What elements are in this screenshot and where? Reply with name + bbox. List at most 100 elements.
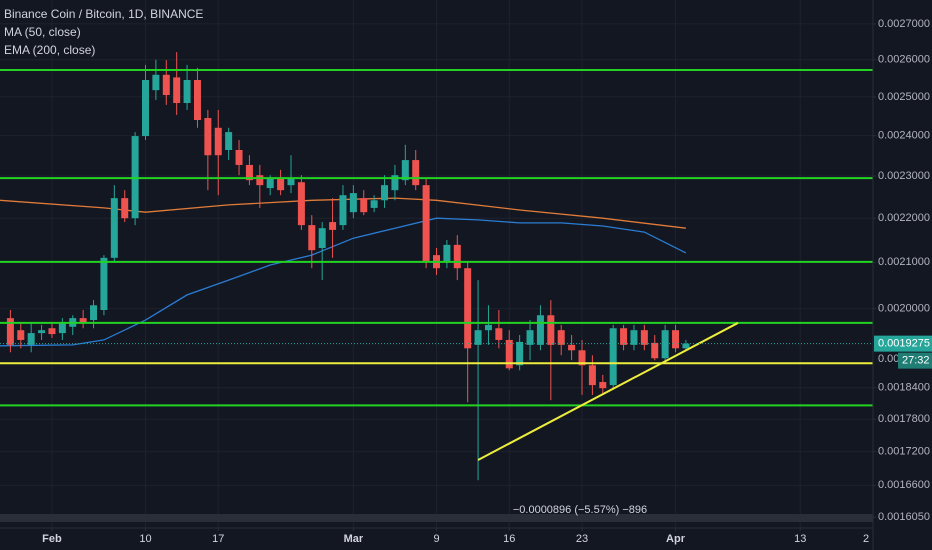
candle-body xyxy=(443,244,451,262)
price-axis xyxy=(873,0,932,550)
candle-body xyxy=(370,200,378,208)
y-tick-label: 0.0020000 xyxy=(878,303,930,315)
y-tick-label: 0.0027000 xyxy=(878,18,930,30)
candle-body xyxy=(412,160,420,186)
candle-body xyxy=(204,118,212,156)
x-tick-label: 17 xyxy=(212,533,224,545)
last-price-label: 0.0019275 xyxy=(878,338,930,350)
candle-body xyxy=(308,225,316,251)
candle-body xyxy=(682,343,690,349)
candle-body xyxy=(547,315,555,345)
legend-entry: MA (50, close) xyxy=(4,25,81,39)
y-tick-label: 0.0022000 xyxy=(878,212,930,224)
candle-body xyxy=(381,185,389,201)
candle-body xyxy=(516,341,524,366)
candle-body xyxy=(422,185,430,262)
candle-body xyxy=(401,160,409,181)
candle-body xyxy=(505,339,513,369)
trendline xyxy=(477,322,739,461)
candle-body xyxy=(568,344,576,351)
candle-body xyxy=(17,330,25,340)
y-tick-label: 0.0018400 xyxy=(878,382,930,394)
candle-body xyxy=(599,382,607,389)
candle-body xyxy=(349,193,357,213)
candle-body xyxy=(474,330,482,345)
candle-body xyxy=(661,330,669,359)
candle-body xyxy=(453,244,461,269)
candle-body xyxy=(297,182,305,226)
candle-body xyxy=(58,321,66,334)
candle-body xyxy=(235,149,243,165)
x-axis-area xyxy=(0,528,932,550)
candle-body xyxy=(526,330,534,345)
x-tick-label: 9 xyxy=(433,533,439,545)
axes: 0.0027000 0.0026000 0.0025000 0.0024000 0.00… xyxy=(42,18,932,545)
scroll-band xyxy=(0,514,873,522)
candle-body xyxy=(90,305,98,321)
candle-body xyxy=(48,328,56,335)
x-tick-label: Apr xyxy=(666,533,686,545)
level-label: 0.00 xyxy=(878,353,899,365)
candle-body xyxy=(609,328,617,386)
y-tick-label: 0.0017800 xyxy=(878,413,930,425)
candle-body xyxy=(6,318,14,345)
y-tick-label: 0.0021000 xyxy=(878,256,930,268)
candle-body xyxy=(100,257,108,311)
legend-entry: EMA (200, close) xyxy=(4,43,95,57)
candle-body xyxy=(536,315,544,345)
candle-body xyxy=(339,195,347,226)
last-price-box xyxy=(874,335,932,352)
candle-body xyxy=(329,222,337,230)
candle-body xyxy=(578,350,586,366)
x-tick-label: 2 xyxy=(863,533,869,545)
y-tick-label: 0.0017200 xyxy=(878,446,930,458)
candle-body xyxy=(557,330,565,345)
candle-body xyxy=(79,318,87,323)
candle-body xyxy=(484,324,492,331)
x-tick-label: Mar xyxy=(344,533,364,545)
candle-body xyxy=(464,268,472,349)
candle-body xyxy=(651,342,659,359)
candle-body xyxy=(277,178,285,191)
candle-body xyxy=(672,330,680,349)
candle-body xyxy=(620,328,628,345)
x-tick-label: 23 xyxy=(576,533,588,545)
candle-body xyxy=(640,330,648,345)
y-tick-label: 0.0025000 xyxy=(878,91,930,103)
change-readout: −0.0000896 (−5.57%) −896 xyxy=(513,504,647,516)
candle-body xyxy=(266,178,274,189)
candle-body xyxy=(183,80,191,104)
y-tick-label: 0.0016600 xyxy=(878,479,930,491)
drawings xyxy=(0,69,873,461)
candle-body xyxy=(287,178,295,186)
y-tick-label: 0.0026000 xyxy=(878,54,930,66)
candle-body xyxy=(38,330,46,334)
candle-body xyxy=(495,328,503,340)
countdown: 27:32 xyxy=(902,355,930,367)
candle-body xyxy=(193,80,201,120)
countdown-box xyxy=(898,352,932,369)
candle-body xyxy=(256,175,264,186)
candle-body xyxy=(110,198,118,258)
y-tick-label: 0.0024000 xyxy=(878,130,930,142)
x-tick-label: Feb xyxy=(42,533,62,545)
chart-title: Binance Coin / Bitcoin, 1D, BINANCE xyxy=(4,7,203,21)
x-tick-label: 16 xyxy=(503,533,515,545)
candle-body xyxy=(630,330,638,345)
candle-body xyxy=(318,228,326,248)
candle-body xyxy=(152,74,160,91)
candle-body xyxy=(225,132,233,150)
candle-body xyxy=(391,175,399,191)
x-tick-label: 10 xyxy=(139,533,151,545)
candle-body xyxy=(162,74,170,96)
y-tick-label: 0.0016050 xyxy=(878,511,930,523)
candle-body xyxy=(173,77,181,104)
y-tick-label: 0.0023000 xyxy=(878,170,930,182)
candle-body xyxy=(214,127,222,156)
candle-body xyxy=(245,164,253,181)
candle-body xyxy=(27,333,35,345)
candle-body xyxy=(588,365,596,386)
candle-body xyxy=(360,198,368,213)
